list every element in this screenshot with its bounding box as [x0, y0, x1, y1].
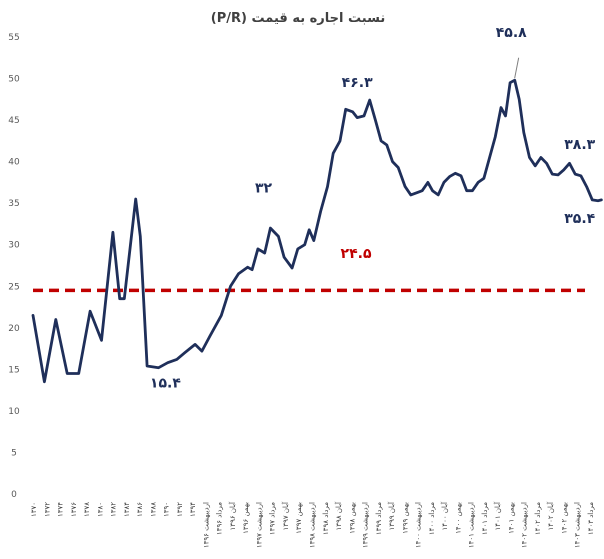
x-tick-label: بهمن ۱۴۰۰ [454, 502, 462, 534]
y-tick-label: 25 [8, 282, 19, 292]
data-label: ۲۴.۵ [341, 246, 372, 262]
x-tick-label: بهمن ۱۳۹۸ [348, 502, 356, 534]
x-tick-label: بهمن ۱۴۰۱ [507, 502, 515, 534]
x-tick-label: آبان ۱۴۰۲ [546, 501, 555, 530]
x-tick-label: اردیبهشت ۱۴۰۰ [415, 502, 423, 548]
y-tick-label: 5 [11, 448, 17, 458]
x-tick-label: ۱۳۷۶ [70, 502, 78, 517]
y-tick-label: 30 [8, 241, 20, 251]
x-tick-label: مرداد ۱۳۹۷ [269, 502, 277, 535]
x-tick-label: اردیبهشت ۱۳۹۸ [309, 502, 317, 548]
data-label: ۳۵.۴ [564, 211, 595, 227]
y-tick-label: 0 [11, 490, 17, 500]
x-tick-label: ۱۳۸۲ [110, 502, 118, 517]
x-tick-label: ۱۳۷۴ [57, 502, 65, 517]
x-tick-label: اردیبهشت ۱۴۰۳ [574, 502, 582, 548]
x-tick-label: مرداد ۱۳۹۶ [216, 502, 224, 535]
x-tick-label: مرداد ۱۴۰۲ [534, 502, 542, 535]
data-label: ۱۵.۴ [150, 376, 181, 392]
x-tick-label: ۱۳۸۴ [123, 502, 131, 517]
x-tick-label: ۱۳۸۸ [149, 502, 157, 517]
data-label: ۳۸.۳ [564, 137, 595, 153]
y-axis: 0 5 10 15 20 25 30 35 40 45 50 55 [8, 33, 20, 500]
x-tick-label: مرداد ۱۴۰۰ [428, 502, 436, 535]
data-label: ۳۲ [255, 180, 273, 196]
annotation-layer: ۱۵.۴ ۳۲ ۲۴.۵ ۴۶.۳ ۴۵.۸ ۳۸.۳ ۳۵.۴ [150, 25, 596, 392]
x-tick-label: اردیبهشت ۱۴۰۲ [521, 502, 529, 548]
x-tick-label: بهمن ۱۴۰۲ [560, 502, 568, 534]
x-tick-label: ۱۳۹۲ [176, 502, 184, 517]
x-tick-label: ۱۳۷۲ [43, 502, 51, 517]
x-tick-label: مرداد ۱۳۹۹ [375, 502, 383, 535]
x-tick-label: بهمن ۱۳۹۷ [295, 502, 303, 534]
x-tick-label: آبان ۱۴۰۰ [440, 501, 449, 530]
x-tick-label: ۱۳۹۴ [189, 502, 197, 517]
y-tick-label: 40 [8, 158, 20, 168]
x-axis: ۱۳۷۰ ۱۳۷۲ ۱۳۷۴ ۱۳۷۶ ۱۳۷۸ ۱۳۸۰ ۱۳۸۲ ۱۳۸۴ ۱۳۸۶ ۱۳۸۸… [30, 501, 595, 548]
x-tick-label: ۱۳۸۶ [136, 502, 144, 517]
x-tick-label: اردیبهشت ۱۳۹۷ [255, 502, 263, 548]
y-tick-label: 15 [8, 365, 19, 375]
x-tick-label: ۱۳۷۰ [30, 502, 38, 517]
x-tick-label: مرداد ۱۴۰۳ [587, 502, 595, 535]
x-tick-label: بهمن ۱۳۹۹ [401, 502, 409, 534]
x-tick-label: مرداد ۱۳۹۸ [322, 502, 330, 535]
data-label: ۴۶.۳ [342, 75, 373, 91]
y-tick-label: 35 [8, 199, 19, 209]
y-tick-label: 55 [8, 33, 19, 43]
y-tick-label: 45 [8, 116, 19, 126]
x-tick-label: آبان ۱۳۹۸ [334, 501, 343, 530]
x-tick-label: ۱۳۹۰ [163, 502, 171, 517]
x-tick-label: اردیبهشت ۱۳۹۶ [202, 502, 210, 548]
y-tick-label: 50 [8, 75, 20, 85]
x-tick-label: ۱۳۷۸ [83, 502, 91, 517]
x-tick-label: اردیبهشت ۱۴۰۱ [468, 502, 476, 548]
series-line [33, 80, 601, 382]
data-label: ۴۵.۸ [496, 25, 527, 41]
chart-title: نسبت اجاره به قیمت (P/R) [211, 11, 385, 26]
y-tick-label: 10 [8, 407, 20, 417]
x-tick-label: ۱۳۸۰ [96, 502, 104, 517]
x-tick-label: آبان ۱۳۹۶ [228, 501, 237, 530]
x-tick-label: آبان ۱۴۰۱ [493, 501, 502, 530]
x-tick-label: آبان ۱۳۹۷ [281, 501, 290, 530]
leader-line [515, 58, 519, 78]
x-tick-label: اردیبهشت ۱۳۹۹ [362, 502, 370, 548]
x-tick-label: مرداد ۱۴۰۱ [481, 502, 489, 535]
x-tick-label: بهمن ۱۳۹۶ [242, 502, 250, 534]
series-layer [33, 80, 602, 382]
y-tick-label: 20 [8, 324, 20, 334]
x-tick-label: آبان ۱۳۹۹ [387, 501, 396, 530]
